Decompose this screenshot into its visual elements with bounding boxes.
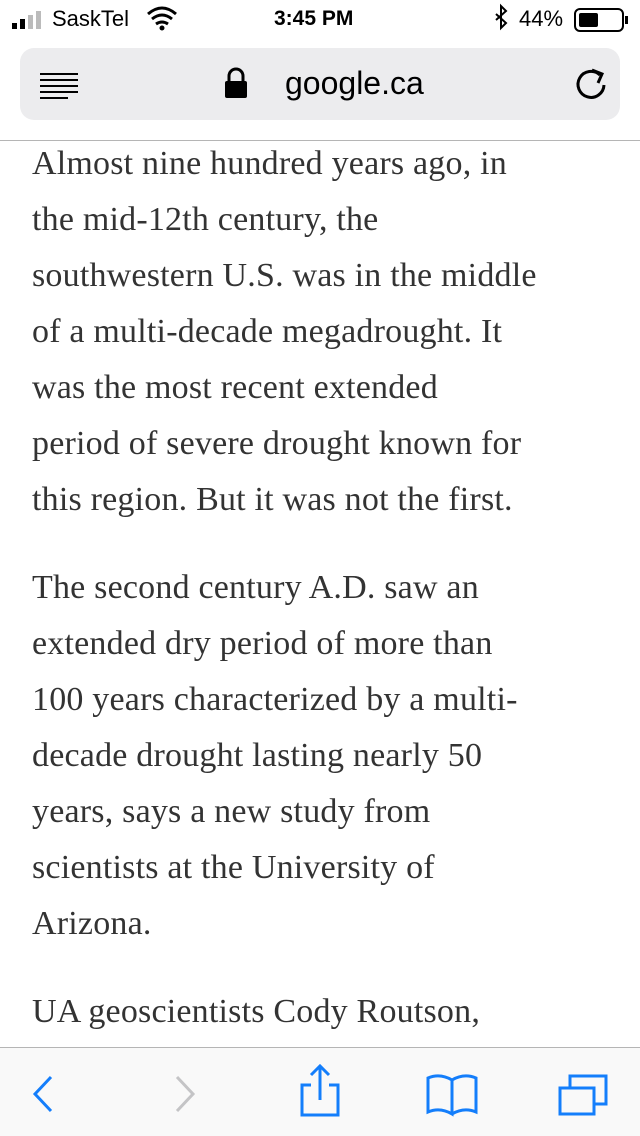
bookmarks-button[interactable]: [426, 1074, 478, 1117]
clock: 3:45 PM: [274, 7, 354, 30]
paragraph-line: period of severe drought known for: [32, 425, 522, 462]
paragraph-line: of a multi-decade megadrought. It: [32, 313, 503, 350]
paragraph-line: decade drought lasting nearly 50: [32, 737, 483, 774]
toolbar-icons: [32, 1063, 608, 1117]
address-icons: [40, 67, 606, 99]
paragraph-line: extended dry period of more than: [32, 625, 493, 662]
paragraph-line: was the most recent extended: [32, 369, 438, 406]
forward-button: [175, 1075, 196, 1113]
address-bar[interactable]: google.ca: [20, 48, 620, 120]
paragraph-line: years, says a new study from: [32, 793, 431, 830]
divider: [0, 140, 640, 141]
article: Almost nine hundred years ago, in the mid…: [0, 141, 640, 1047]
paragraph-line: The second century A.D. saw an: [32, 569, 479, 606]
back-button[interactable]: [32, 1075, 53, 1113]
paragraph-line: this region. But it was not the first.: [32, 481, 513, 518]
paragraph-line: Arizona.: [32, 905, 152, 942]
tabs-button[interactable]: [558, 1074, 608, 1116]
paragraph-line: the mid-12th century, the: [32, 201, 379, 238]
status-icons: [12, 3, 628, 32]
toolbar: [0, 1048, 640, 1136]
battery-level: 44%: [519, 6, 564, 31]
share-button[interactable]: [300, 1063, 340, 1117]
status-bar: SaskTel 3:45 PM 44%: [0, 0, 640, 40]
paragraph-line: scientists at the University of: [32, 849, 435, 886]
paragraph-line: Almost nine hundred years ago, in: [32, 145, 507, 182]
paragraph-line: southwestern U.S. was in the middle: [32, 257, 537, 294]
carrier: SaskTel: [52, 6, 130, 31]
paragraph-line: 100 years characterized by a multi-: [32, 681, 518, 718]
divider: [0, 1047, 640, 1048]
url: google.ca: [285, 65, 424, 101]
paragraph-line: UA geoscientists Cody Routson,: [32, 993, 481, 1030]
